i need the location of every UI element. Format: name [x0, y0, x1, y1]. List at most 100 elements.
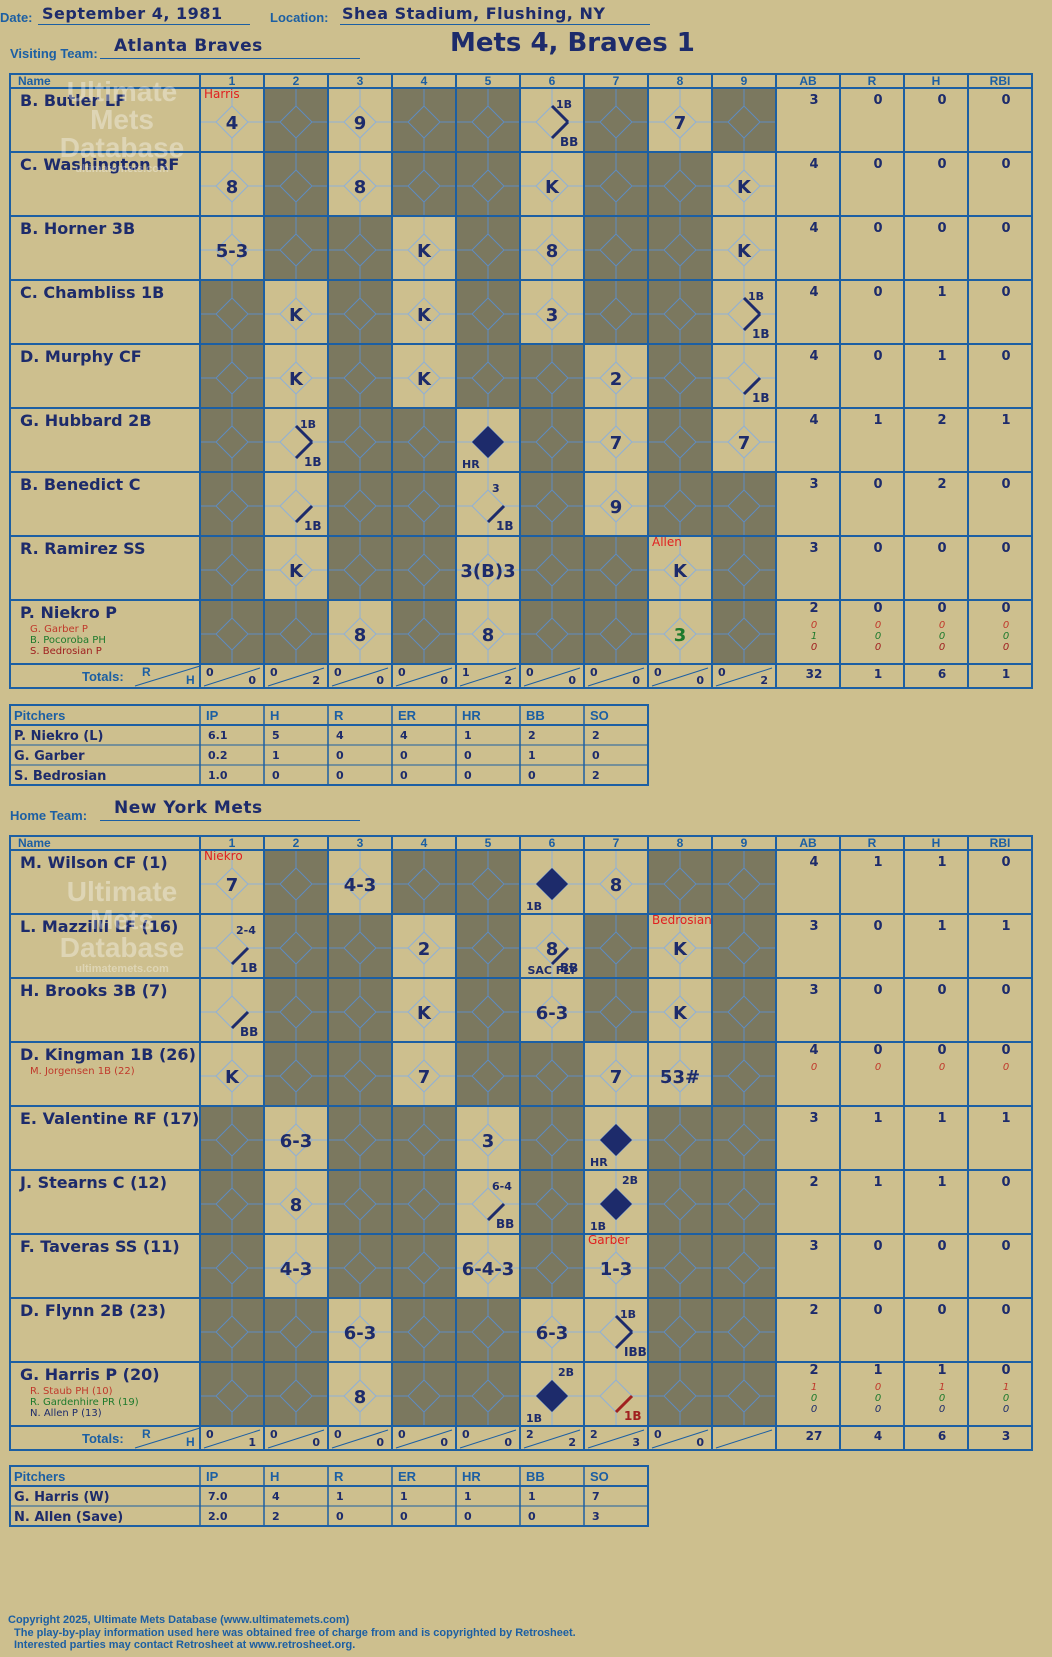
- inning-hits: 0: [696, 674, 704, 687]
- pitcher-stat: 4: [336, 729, 344, 742]
- inning-runs: 2: [526, 1428, 534, 1441]
- play-note: 1B: [620, 1308, 636, 1321]
- pitching-change-note: Harris: [204, 87, 240, 101]
- home-run-diamond: [536, 868, 568, 900]
- hits-key: H: [186, 1435, 195, 1449]
- stat-header: RBI: [990, 74, 1011, 88]
- batter-stat: 0: [873, 541, 882, 556]
- inning-runs: 0: [398, 666, 406, 679]
- substitute-name: M. Jorgensen 1B (22): [30, 1066, 135, 1077]
- batter-stat: 0: [1001, 285, 1010, 300]
- inning-runs: 0: [526, 666, 534, 679]
- batter-stat: 4: [809, 349, 818, 364]
- inning-header: 3: [357, 836, 364, 850]
- inning-header: 7: [613, 74, 620, 88]
- retrosheet-contact[interactable]: Interested parties may contact Retroshee…: [14, 1639, 356, 1651]
- totals-divider: [331, 667, 389, 687]
- base-path: [550, 104, 570, 124]
- watermark-url: ultimatemets.com: [75, 963, 169, 975]
- substitute-stat: 0: [1003, 1062, 1009, 1073]
- stat-header: H: [932, 836, 941, 850]
- batter-name: B. Butler LF: [20, 91, 126, 110]
- inning-runs: 2: [590, 1428, 598, 1441]
- batter-stat: 2: [809, 601, 818, 616]
- batter-stat: 0: [873, 477, 882, 492]
- batter-stat: 1: [873, 1175, 882, 1190]
- play-result: 8: [546, 241, 559, 262]
- play-note: 1B: [624, 1409, 642, 1423]
- play-note: 1B: [496, 519, 514, 533]
- batter-stat: 1: [873, 855, 882, 870]
- home-pitching-table: Pitchers IP H R ER HR BB SOG. Harris (W) 7.0 4 1 1 1…: [9, 1465, 649, 1527]
- play-result: K: [417, 241, 432, 262]
- play-result: 4-3: [280, 1259, 313, 1280]
- inning-hits: 2: [504, 674, 512, 687]
- inning-runs: 0: [718, 666, 726, 679]
- batter-stat: 0: [1001, 541, 1010, 556]
- pitcher-stat: 1: [464, 729, 472, 742]
- inning-header: 4: [421, 836, 428, 850]
- substitute-stat: 0: [811, 642, 817, 653]
- play-result: K: [289, 561, 304, 582]
- batter-name: R. Ramirez SS: [20, 539, 146, 558]
- pitching-col-header: BB: [526, 708, 545, 723]
- play-result: 4: [226, 113, 239, 134]
- stat-total: 4: [874, 1429, 882, 1443]
- play-result: 8: [290, 1195, 303, 1216]
- batter-stat: 1: [873, 1363, 882, 1378]
- substitute-stat: 0: [811, 620, 817, 631]
- batter-stat: 2: [809, 1363, 818, 1378]
- play-result: 4-3: [344, 875, 377, 896]
- inning-header: 4: [421, 74, 428, 88]
- play-result: 8: [482, 625, 495, 646]
- batter-stat: 0: [1001, 855, 1010, 870]
- batter-stat: 1: [1001, 413, 1010, 428]
- stat-total: 6: [938, 667, 946, 681]
- substitute-name: R. Gardenhire PR (19): [30, 1397, 139, 1408]
- batter-stat: 0: [1001, 93, 1010, 108]
- inning-runs: 0: [334, 1428, 342, 1441]
- batter-stat: 0: [873, 93, 882, 108]
- totals-divider: [523, 667, 581, 687]
- visiting-team-label: Visiting Team:: [10, 46, 98, 61]
- play-result: 6-3: [536, 1323, 569, 1344]
- base-path: [486, 504, 506, 524]
- inning-header: 7: [613, 836, 620, 850]
- play-result: K: [545, 177, 560, 198]
- play-result: 3(B)3: [460, 561, 515, 582]
- substitute-stat: 0: [939, 1062, 945, 1073]
- pitcher-stat: 0.2: [208, 749, 228, 762]
- batter-stat: 4: [809, 413, 818, 428]
- watermark-line3: Database: [59, 132, 185, 163]
- batter-stat: 1: [1001, 1111, 1010, 1126]
- totals-divider: [715, 667, 773, 687]
- batter-stat: 0: [1001, 157, 1010, 172]
- totals-divider: [203, 667, 261, 687]
- totals-divider: [395, 1429, 453, 1449]
- batter-stat: 0: [1001, 349, 1010, 364]
- play-note: 1B: [300, 418, 316, 431]
- pitching-change-note: Garber: [588, 1233, 630, 1247]
- substitute-stat: 0: [811, 1404, 817, 1415]
- play-result: 7: [610, 1067, 623, 1088]
- play-result: 6-3: [536, 1003, 569, 1024]
- inning-hits: 0: [696, 1436, 704, 1449]
- inning-runs: 1: [462, 666, 470, 679]
- batter-stat: 2: [937, 477, 946, 492]
- stat-total: 1: [874, 667, 882, 681]
- copyright-line[interactable]: Copyright 2025, Ultimate Mets Database (…: [8, 1614, 350, 1626]
- substitute-stat: 1: [939, 1382, 945, 1393]
- substitute-name: S. Bedrosian P: [30, 646, 102, 657]
- play-result: 2: [610, 369, 623, 390]
- base-path: [294, 504, 314, 524]
- batter-name: D. Flynn 2B (23): [20, 1301, 166, 1320]
- pitching-col-header: HR: [462, 708, 481, 723]
- substitute-stat: 0: [875, 631, 881, 642]
- play-result: 8: [610, 875, 623, 896]
- pitcher-stat: 2.0: [208, 1510, 228, 1523]
- home-run-diamond: [472, 426, 504, 458]
- pitcher-stat: 0: [464, 749, 472, 762]
- location-label: Location:: [270, 10, 329, 25]
- pitcher-stat: 4: [400, 729, 408, 742]
- batter-stat: 2: [809, 1303, 818, 1318]
